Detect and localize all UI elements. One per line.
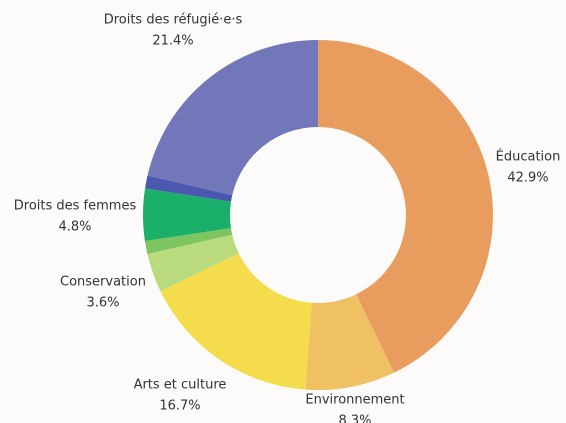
donut-slice bbox=[142, 188, 232, 241]
slice-value-label: 8.3% bbox=[338, 414, 371, 423]
slice-label: Environnement bbox=[305, 393, 404, 408]
donut-slice bbox=[318, 40, 493, 373]
donut-slice bbox=[147, 234, 239, 292]
slice-label: Éducation bbox=[496, 149, 561, 165]
donut-slice bbox=[305, 294, 394, 390]
donut-slice bbox=[144, 228, 233, 254]
slice-value-label: 42.9% bbox=[507, 171, 548, 186]
donut-slice bbox=[160, 253, 312, 390]
slice-value-label: 16.7% bbox=[159, 399, 200, 414]
donut-slice bbox=[145, 175, 233, 202]
slice-value-label: 21.4% bbox=[152, 34, 193, 49]
donut-slice bbox=[147, 40, 318, 196]
slice-value-label: 3.6% bbox=[86, 296, 119, 311]
slice-label: Droits des femmes bbox=[14, 199, 137, 214]
slice-label: Conservation bbox=[60, 275, 146, 290]
slice-label: Arts et culture bbox=[134, 378, 227, 393]
slice-label: Droits des réfugié·e·s bbox=[104, 13, 243, 28]
slice-value-label: 4.8% bbox=[58, 220, 91, 235]
